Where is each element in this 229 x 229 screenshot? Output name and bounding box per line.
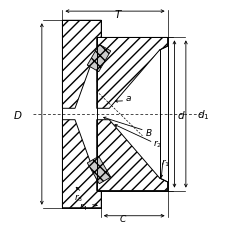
Polygon shape (87, 45, 110, 72)
Text: $B$: $B$ (145, 126, 153, 137)
Text: $T$: $T$ (113, 8, 123, 20)
Text: $r_2$: $r_2$ (152, 138, 161, 150)
Polygon shape (62, 21, 101, 109)
Text: $D$: $D$ (13, 109, 22, 120)
Polygon shape (96, 38, 167, 109)
Text: $r_3$: $r_3$ (74, 192, 83, 203)
Text: $a$: $a$ (125, 94, 132, 103)
Text: $C$: $C$ (118, 212, 127, 223)
Polygon shape (87, 157, 110, 184)
Text: $r_4$: $r_4$ (79, 201, 88, 213)
Polygon shape (96, 120, 167, 191)
Text: $d_1$: $d_1$ (196, 108, 208, 121)
Text: $r_1$: $r_1$ (160, 157, 169, 168)
Polygon shape (62, 120, 101, 208)
Text: $d$: $d$ (176, 109, 185, 120)
